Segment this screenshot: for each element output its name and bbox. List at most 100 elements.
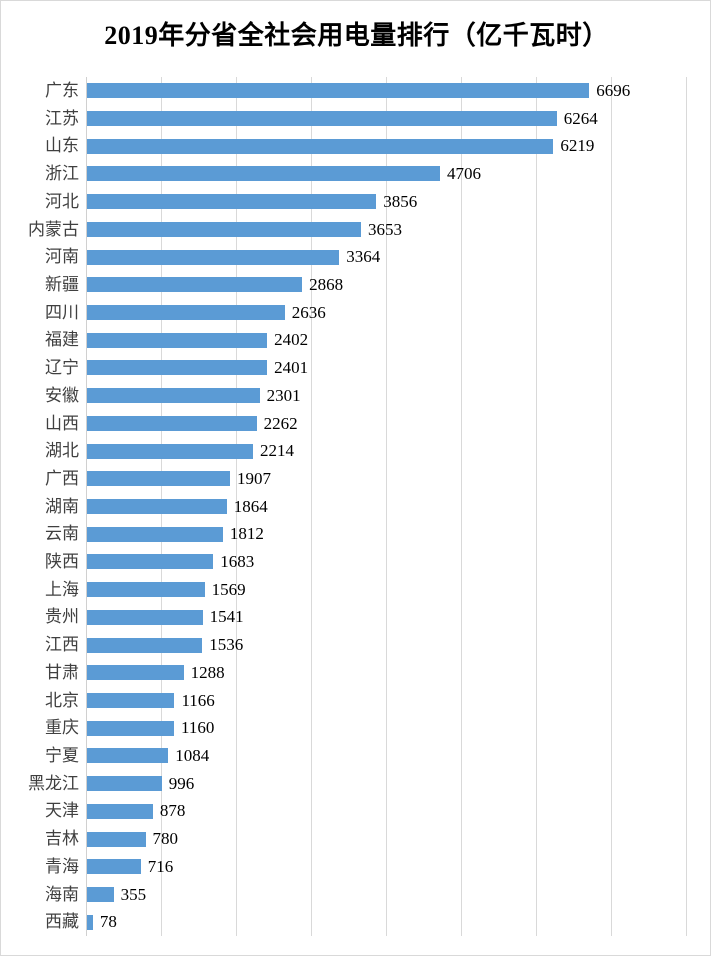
bar[interactable]	[87, 305, 285, 321]
category-label: 广东	[45, 81, 79, 100]
bar-row: 安徽 2301	[1, 382, 711, 410]
bar-row: 内蒙古 3653	[1, 216, 711, 244]
bar[interactable]	[87, 415, 257, 431]
bar[interactable]	[87, 665, 184, 681]
bar-row: 江西 1536	[1, 631, 711, 659]
bar[interactable]	[87, 637, 203, 653]
bar-row: 广西 1907	[1, 465, 711, 493]
bar-row: 北京 1166	[1, 687, 711, 715]
category-label: 西藏	[45, 912, 79, 932]
bar-row: 云南 1812	[1, 520, 711, 548]
bar[interactable]	[87, 443, 254, 459]
bar-row: 陕西 1683	[1, 548, 711, 576]
category-label: 福建	[45, 330, 79, 350]
bar-row: 湖北 2214	[1, 437, 711, 465]
bar[interactable]	[87, 194, 377, 210]
bar[interactable]	[87, 582, 205, 598]
bar-value-label: 1084	[175, 746, 210, 766]
bar[interactable]	[87, 138, 554, 154]
bar[interactable]	[87, 221, 361, 237]
bar-row: 浙江 4706	[1, 160, 711, 188]
bar[interactable]	[87, 111, 557, 127]
bar-value-label: 6219	[560, 136, 595, 156]
bar-value-label: 878	[159, 801, 186, 821]
gridline	[461, 77, 462, 936]
bar-value-label: 2401	[274, 358, 309, 378]
bar-row: 福建 2402	[1, 326, 711, 354]
category-label: 北京	[45, 690, 79, 710]
bar-row: 辽宁 2401	[1, 354, 711, 382]
category-label: 宁夏	[45, 746, 79, 766]
category-label: 上海	[45, 579, 79, 599]
bar-row: 西藏 78	[1, 908, 711, 936]
bar-value-label: 2868	[309, 274, 344, 294]
category-label: 江苏	[45, 108, 79, 128]
bar[interactable]	[87, 83, 590, 99]
bar-value-label: 1160	[181, 718, 215, 738]
bar-value-label: 3364	[346, 247, 381, 267]
bar[interactable]	[87, 609, 203, 625]
bar[interactable]	[87, 831, 146, 847]
bar-value-label: 1569	[211, 579, 246, 599]
bar-rows: 广东 6696 江苏 6264 山东 6219 浙江 4706 河北 3856 内蒙古 3653 河南 3…	[1, 77, 711, 936]
bar-row: 甘肃 1288	[1, 659, 711, 687]
bar-value-label: 2636	[291, 302, 326, 322]
bar-value-label: 1864	[233, 496, 268, 516]
bar-value-label: 716	[147, 856, 174, 876]
bar[interactable]	[87, 748, 169, 764]
category-label: 贵州	[45, 607, 79, 627]
bar[interactable]	[87, 498, 227, 514]
gridline	[236, 77, 237, 936]
bar[interactable]	[87, 332, 268, 348]
bar-value-label: 1536	[209, 635, 244, 655]
bar-row: 天津 878	[1, 797, 711, 825]
bar-value-label: 1166	[181, 690, 215, 710]
bar-value-label: 6264	[563, 108, 598, 128]
bar-value-label: 4706	[446, 164, 481, 184]
bar-row: 黑龙江 996	[1, 770, 711, 798]
bar[interactable]	[87, 388, 260, 404]
bar[interactable]	[87, 720, 174, 736]
category-label: 青海	[45, 856, 79, 876]
bar-row: 上海 1569	[1, 576, 711, 604]
bar[interactable]	[87, 859, 141, 875]
bar-row: 江苏 6264	[1, 105, 711, 133]
bar[interactable]	[87, 526, 223, 542]
category-label: 重庆	[45, 718, 79, 738]
bar-row: 湖南 1864	[1, 493, 711, 521]
bar-value-label: 3653	[367, 219, 402, 239]
category-label: 陕西	[45, 552, 79, 572]
gridline	[611, 77, 612, 936]
bar[interactable]	[87, 554, 214, 570]
category-label: 吉林	[45, 829, 79, 849]
bar-value-label: 1288	[190, 662, 225, 682]
bar-row: 重庆 1160	[1, 714, 711, 742]
bar-value-label: 780	[152, 829, 179, 849]
bar[interactable]	[87, 776, 162, 792]
category-label: 山东	[45, 136, 79, 156]
category-label: 广西	[45, 468, 79, 488]
gridline	[536, 77, 537, 936]
bar[interactable]	[87, 471, 231, 487]
category-label: 辽宁	[45, 358, 79, 378]
bar[interactable]	[87, 249, 340, 265]
bar-value-label: 2402	[274, 330, 309, 350]
bar[interactable]	[87, 803, 153, 819]
category-label: 山西	[45, 413, 79, 433]
bar[interactable]	[87, 360, 268, 376]
bar-row: 河北 3856	[1, 188, 711, 216]
bar-row: 青海 716	[1, 853, 711, 881]
bar-value-label: 3856	[383, 191, 418, 211]
bar[interactable]	[87, 914, 93, 930]
bar[interactable]	[87, 692, 175, 708]
x-axis-line	[86, 77, 87, 936]
category-label: 湖南	[45, 496, 79, 516]
bar[interactable]	[87, 166, 440, 182]
bar-value-label: 6696	[596, 81, 631, 100]
bar-value-label: 2262	[263, 413, 298, 433]
bar-value-label: 1683	[220, 552, 255, 572]
chart-title: 2019年分省全社会用电量排行（亿千瓦时）	[104, 21, 609, 50]
category-label: 江西	[45, 635, 79, 655]
bar[interactable]	[87, 886, 114, 902]
bar[interactable]	[87, 277, 303, 293]
